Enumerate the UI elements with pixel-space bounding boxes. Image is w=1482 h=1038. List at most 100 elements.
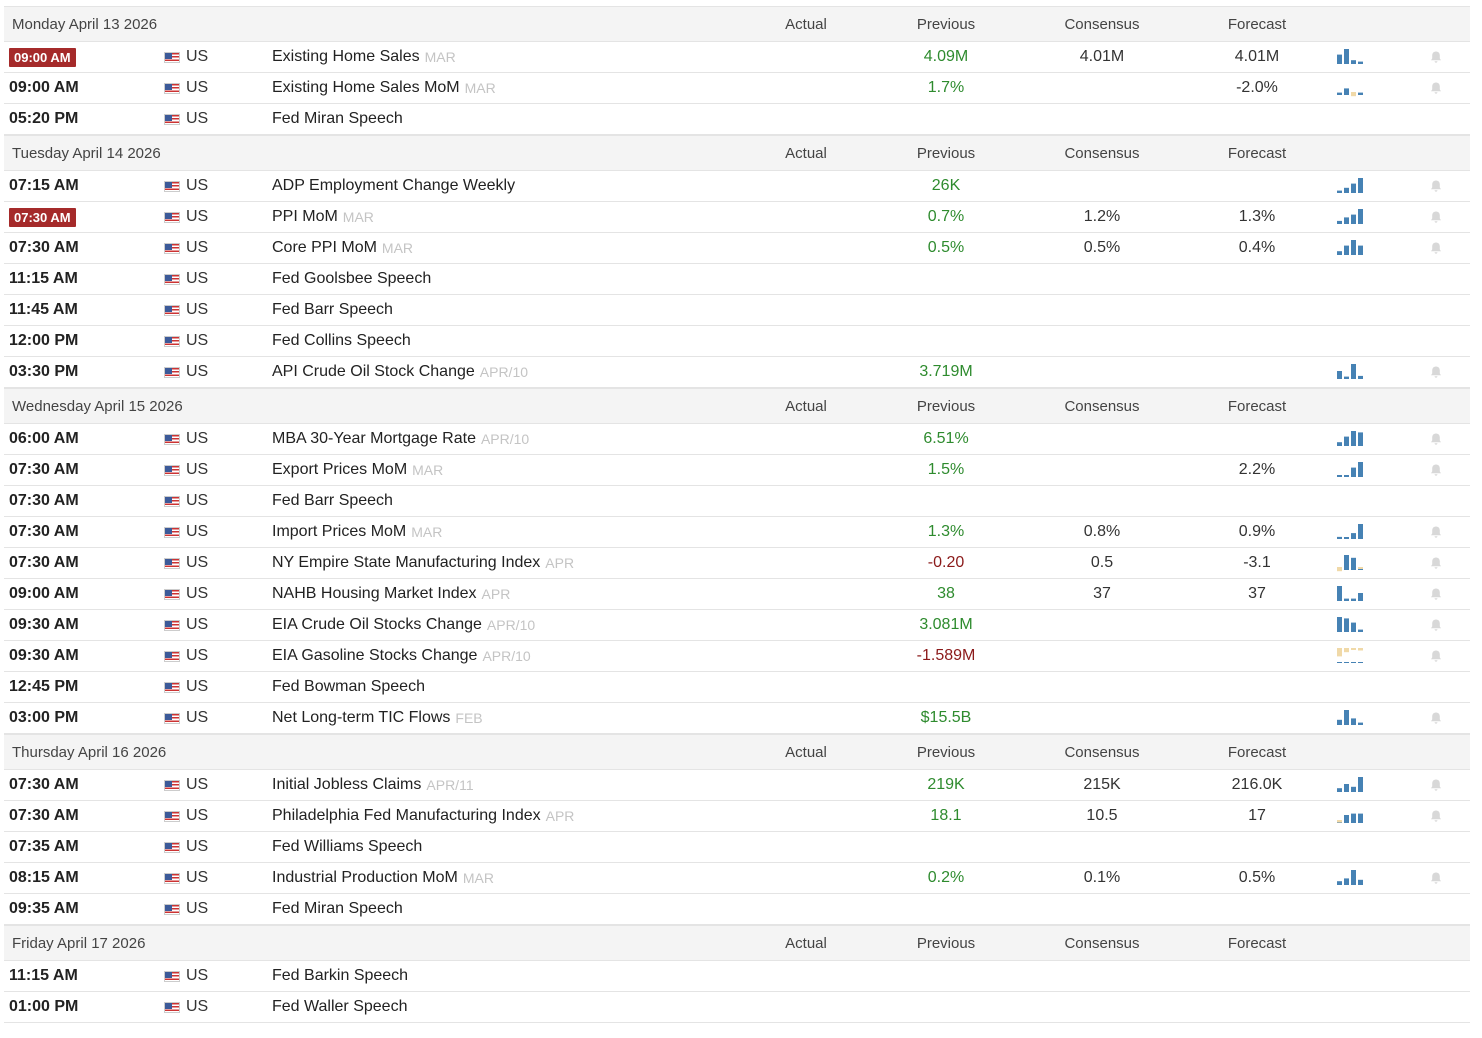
- event-name-link[interactable]: Net Long-term TIC Flows: [272, 709, 451, 726]
- mini-bar-chart-icon[interactable]: [1337, 238, 1367, 258]
- event-name-link[interactable]: Fed Barkin Speech: [272, 967, 409, 984]
- bell-icon[interactable]: [1429, 179, 1443, 193]
- bell-icon[interactable]: [1429, 778, 1443, 792]
- bell-icon[interactable]: [1429, 241, 1443, 255]
- event-name-link[interactable]: API Crude Oil Stock Change: [272, 363, 475, 380]
- bell-icon[interactable]: [1429, 463, 1443, 477]
- event-name-link[interactable]: Export Prices MoM: [272, 461, 408, 478]
- event-name-link[interactable]: Fed Barr Speech: [272, 301, 393, 318]
- event-row[interactable]: 09:30 AM US EIA Gasoline Stocks Change APR/…: [4, 641, 1470, 672]
- event-name-link[interactable]: Fed Waller Speech: [272, 998, 408, 1015]
- event-row[interactable]: 03:00 PM US Net Long-term TIC Flows FEB $15.…: [4, 703, 1470, 734]
- bell-icon[interactable]: [1429, 365, 1443, 379]
- event-row[interactable]: 09:30 AM US EIA Crude Oil Stocks Change APR…: [4, 610, 1470, 641]
- event-row[interactable]: 07:30 AM US NY Empire State Manufacturing …: [4, 548, 1470, 579]
- event-name-link[interactable]: Fed Barr Speech: [272, 492, 393, 509]
- event-row[interactable]: 09:00 AM US NAHB Housing Market Index APR 38…: [4, 579, 1470, 610]
- bell-icon[interactable]: [1429, 711, 1443, 725]
- event-row[interactable]: 07:30 AM US Philadelphia Fed Manufacturing…: [4, 801, 1470, 832]
- event-row[interactable]: 07:30 AM US Fed Barr Speech: [4, 486, 1470, 517]
- mini-bar-chart-icon[interactable]: [1337, 460, 1367, 480]
- event-row[interactable]: 07:35 AM US Fed Williams Speech: [4, 832, 1470, 863]
- event-row[interactable]: 07:30 AM US PPI MoM MAR 0.7% 1.2% 1.3%: [4, 202, 1470, 233]
- event-row[interactable]: 07:30 AM US Initial Jobless Claims APR/11 21…: [4, 770, 1470, 801]
- bell-icon[interactable]: [1429, 81, 1443, 95]
- chart-bar: [1344, 815, 1349, 822]
- event-row[interactable]: 11:15 AM US Fed Barkin Speech: [4, 961, 1470, 992]
- event-name-link[interactable]: Existing Home Sales: [272, 48, 420, 65]
- consensus-value: [1042, 264, 1162, 294]
- chart-cell: [1337, 703, 1367, 733]
- forecast-value: [1197, 486, 1317, 516]
- event-name-link[interactable]: Existing Home Sales MoM: [272, 79, 460, 96]
- mini-bar-chart-icon[interactable]: [1337, 429, 1367, 449]
- event-name-link[interactable]: Fed Williams Speech: [272, 838, 423, 855]
- event-row[interactable]: 01:00 PM US Fed Waller Speech: [4, 992, 1470, 1023]
- event-row[interactable]: 09:35 AM US Fed Miran Speech: [4, 894, 1470, 925]
- mini-bar-chart-icon[interactable]: [1337, 708, 1367, 728]
- event-name-cell: Fed Barr Speech: [272, 486, 393, 516]
- forecast-value: -2.0%: [1236, 79, 1278, 96]
- event-row[interactable]: 07:15 AM US ADP Employment Change Weekly 26…: [4, 171, 1470, 202]
- event-name-link[interactable]: Fed Collins Speech: [272, 332, 411, 349]
- event-name-link[interactable]: Core PPI MoM: [272, 239, 377, 256]
- bell-icon[interactable]: [1429, 618, 1443, 632]
- mini-bar-chart-icon[interactable]: [1337, 615, 1367, 635]
- mini-bar-chart-icon[interactable]: [1337, 176, 1367, 196]
- chart-bar: [1337, 719, 1342, 724]
- event-row[interactable]: 09:00 AM US Existing Home Sales MoM MAR 1.7%…: [4, 73, 1470, 104]
- bell-icon[interactable]: [1429, 809, 1443, 823]
- event-time-cell: 07:30 AM: [9, 455, 79, 485]
- event-row[interactable]: 11:15 AM US Fed Goolsbee Speech: [4, 264, 1470, 295]
- mini-bar-chart-icon[interactable]: [1337, 806, 1367, 826]
- event-name-link[interactable]: NY Empire State Manufacturing Index: [272, 554, 541, 571]
- event-row[interactable]: 08:15 AM US Industrial Production MoM MAR 0.…: [4, 863, 1470, 894]
- bell-icon[interactable]: [1429, 871, 1443, 885]
- event-row[interactable]: 12:00 PM US Fed Collins Speech: [4, 326, 1470, 357]
- forecast-value: -3.1: [1243, 554, 1271, 571]
- event-time: 05:20 PM: [9, 110, 79, 127]
- mini-bar-chart-icon[interactable]: [1337, 646, 1367, 666]
- event-name-link[interactable]: EIA Crude Oil Stocks Change: [272, 616, 482, 633]
- event-name-link[interactable]: ADP Employment Change Weekly: [272, 177, 516, 194]
- event-row[interactable]: 07:30 AM US Core PPI MoM MAR 0.5% 0.5% 0.4%: [4, 233, 1470, 264]
- mini-bar-chart-icon[interactable]: [1337, 522, 1367, 542]
- mini-bar-chart-icon[interactable]: [1337, 362, 1367, 382]
- event-row[interactable]: 09:00 AM US Existing Home Sales MAR 4.09M 4.0…: [4, 42, 1470, 73]
- event-row[interactable]: 11:45 AM US Fed Barr Speech: [4, 295, 1470, 326]
- bell-icon[interactable]: [1429, 210, 1443, 224]
- mini-bar-chart-icon[interactable]: [1337, 553, 1367, 573]
- event-name-link[interactable]: Import Prices MoM: [272, 523, 407, 540]
- bell-icon[interactable]: [1429, 587, 1443, 601]
- mini-bar-chart-icon[interactable]: [1337, 775, 1367, 795]
- event-name-link[interactable]: NAHB Housing Market Index: [272, 585, 477, 602]
- day-header: Friday April 17 2026 Actual Previous Consen…: [4, 925, 1470, 961]
- bell-icon[interactable]: [1429, 649, 1443, 663]
- event-name-link[interactable]: EIA Gasoline Stocks Change: [272, 647, 478, 664]
- event-name-link[interactable]: Initial Jobless Claims: [272, 776, 422, 793]
- bell-icon[interactable]: [1429, 50, 1443, 64]
- event-name-link[interactable]: Philadelphia Fed Manufacturing Index: [272, 807, 541, 824]
- event-name-link[interactable]: Fed Miran Speech: [272, 110, 403, 127]
- mini-bar-chart-icon[interactable]: [1337, 207, 1367, 227]
- event-name-link[interactable]: Fed Bowman Speech: [272, 678, 425, 695]
- mini-bar-chart-icon[interactable]: [1337, 584, 1367, 604]
- mini-bar-chart-icon[interactable]: [1337, 868, 1367, 888]
- event-row[interactable]: 07:30 AM US Export Prices MoM MAR 1.5% 2.2%: [4, 455, 1470, 486]
- event-row[interactable]: 05:20 PM US Fed Miran Speech: [4, 104, 1470, 135]
- event-row[interactable]: 07:30 AM US Import Prices MoM MAR 1.3% 0.8% 0.…: [4, 517, 1470, 548]
- previous-value: 1.3%: [927, 523, 965, 540]
- bell-icon[interactable]: [1429, 556, 1443, 570]
- event-row[interactable]: 06:00 AM US MBA 30-Year Mortgage Rate APR/1…: [4, 424, 1470, 455]
- event-name-link[interactable]: Fed Miran Speech: [272, 900, 403, 917]
- event-name-link[interactable]: Fed Goolsbee Speech: [272, 270, 432, 287]
- bell-icon[interactable]: [1429, 432, 1443, 446]
- event-name-link[interactable]: PPI MoM: [272, 208, 338, 225]
- mini-bar-chart-icon[interactable]: [1337, 47, 1367, 67]
- bell-icon[interactable]: [1429, 525, 1443, 539]
- event-name-link[interactable]: MBA 30-Year Mortgage Rate: [272, 430, 476, 447]
- event-row[interactable]: 03:30 PM US API Crude Oil Stock Change APR/…: [4, 357, 1470, 388]
- event-name-link[interactable]: Industrial Production MoM: [272, 869, 458, 886]
- event-row[interactable]: 12:45 PM US Fed Bowman Speech: [4, 672, 1470, 703]
- mini-bar-chart-icon[interactable]: [1337, 78, 1367, 98]
